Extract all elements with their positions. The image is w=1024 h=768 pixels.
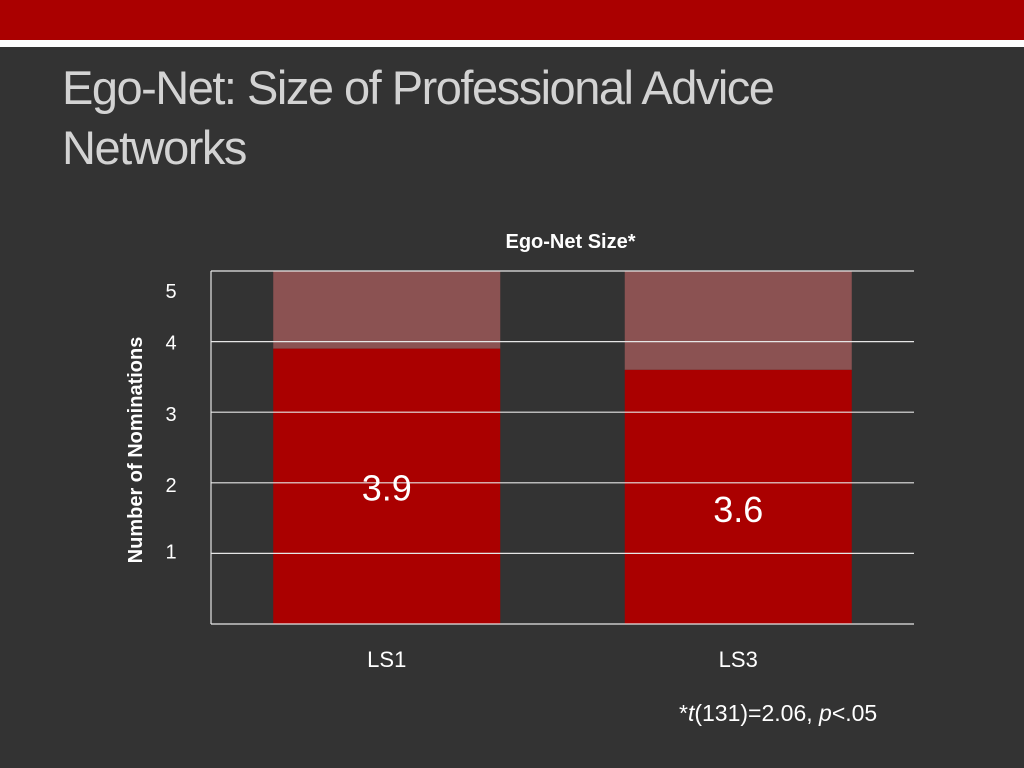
data-label-ls3: 3.6 — [713, 489, 763, 530]
x-tick-label-ls3: LS3 — [719, 647, 758, 672]
y-tick-label-5: 5 — [165, 281, 176, 303]
bar-remainder-ls1 — [273, 271, 501, 349]
top-divider-line — [0, 40, 1024, 47]
slide-title: Ego-Net: Size of Professional Advice Net… — [62, 61, 775, 174]
bar-ls1 — [273, 348, 501, 624]
bar-remainder-ls3 — [624, 271, 852, 370]
y-tick-label-2: 2 — [165, 475, 176, 497]
footnote-star: * — [679, 700, 688, 726]
y-tick-label-4: 4 — [165, 333, 176, 355]
footnote-p: p — [819, 700, 832, 726]
data-label-ls1: 3.9 — [362, 468, 412, 509]
x-tick-label-ls1: LS1 — [367, 647, 406, 672]
footnote-stat: (131)=2.06, — [694, 700, 820, 726]
chart-title: Ego-Net Size* — [505, 231, 635, 253]
top-accent-bar — [0, 0, 1024, 40]
footnote-sig: <.05 — [831, 700, 878, 726]
y-tick-label-1: 1 — [165, 541, 176, 563]
footnote-t: t — [687, 700, 695, 726]
y-axis-label: Number of Nominations — [125, 337, 147, 564]
y-tick-label-3: 3 — [165, 404, 176, 426]
